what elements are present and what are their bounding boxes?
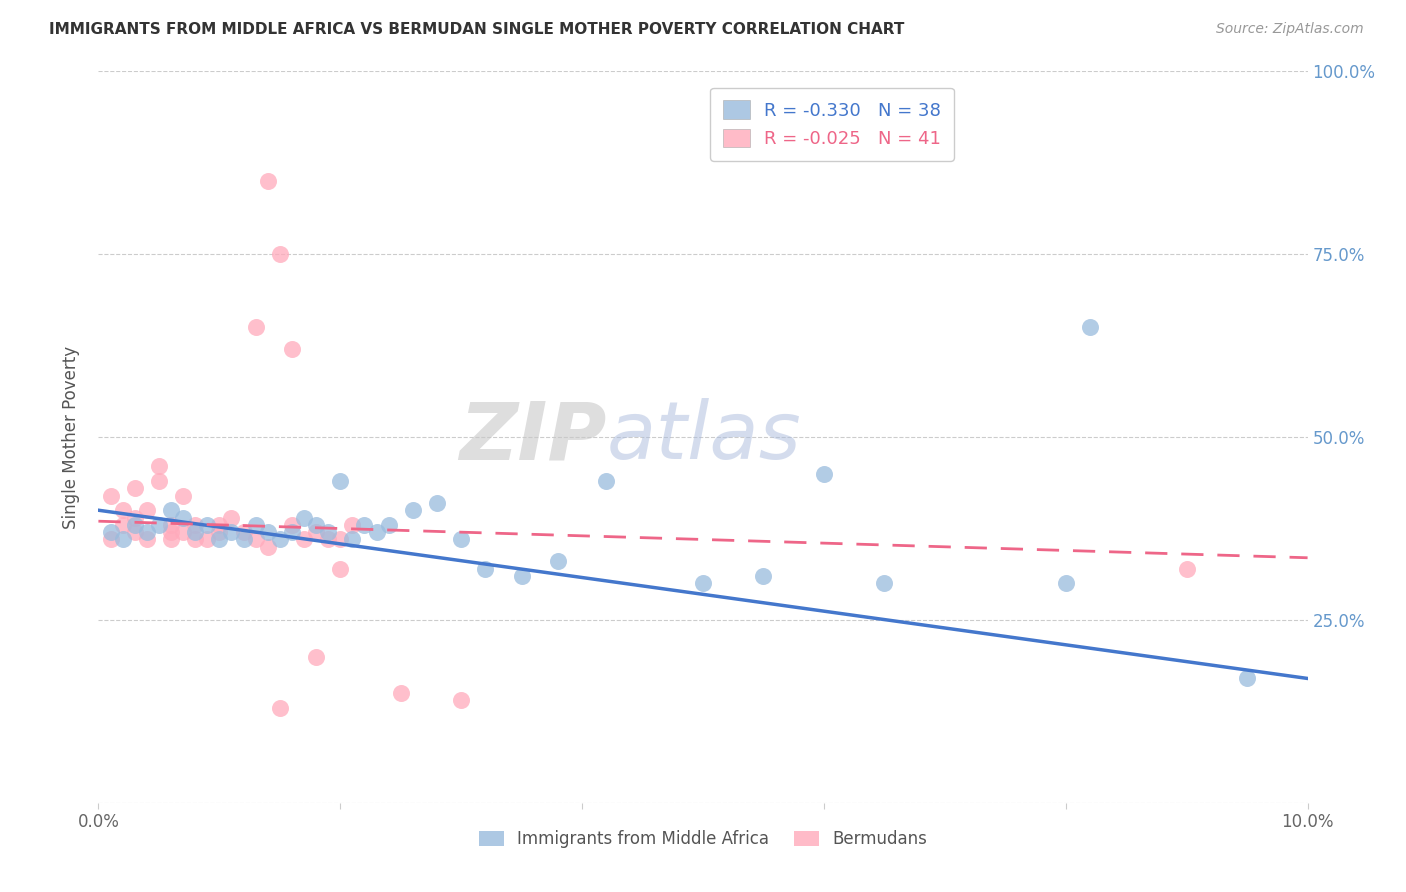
Point xyxy=(221,510,243,524)
Text: atlas: atlas xyxy=(606,398,801,476)
Point xyxy=(269,700,291,714)
Point xyxy=(316,533,339,547)
Point xyxy=(100,533,122,547)
Point xyxy=(402,503,425,517)
Point xyxy=(1078,320,1101,334)
Point xyxy=(245,533,267,547)
Point xyxy=(305,517,328,532)
Point xyxy=(692,576,714,591)
Point xyxy=(195,517,218,532)
Point xyxy=(208,517,231,532)
Point xyxy=(135,503,157,517)
Point xyxy=(172,510,194,524)
Point xyxy=(232,533,254,547)
Point xyxy=(269,247,291,261)
Point xyxy=(124,481,146,495)
Point xyxy=(160,525,183,540)
Point xyxy=(111,533,134,547)
Point xyxy=(1236,672,1258,686)
Point xyxy=(366,525,388,540)
Point xyxy=(305,525,328,540)
Point xyxy=(292,510,315,524)
Point xyxy=(292,533,315,547)
Point xyxy=(873,576,896,591)
Point xyxy=(269,533,291,547)
Point xyxy=(377,517,399,532)
Point xyxy=(1175,562,1198,576)
Point xyxy=(281,525,304,540)
Legend: Immigrants from Middle Africa, Bermudans: Immigrants from Middle Africa, Bermudans xyxy=(471,822,935,856)
Point xyxy=(148,474,170,488)
Point xyxy=(245,320,267,334)
Point xyxy=(342,533,364,547)
Point xyxy=(208,533,231,547)
Point xyxy=(160,503,183,517)
Point xyxy=(450,693,472,707)
Point xyxy=(184,533,207,547)
Point xyxy=(256,540,278,554)
Point xyxy=(1054,576,1077,591)
Point xyxy=(281,343,304,357)
Point xyxy=(329,562,352,576)
Point xyxy=(450,533,472,547)
Point xyxy=(256,174,278,188)
Point xyxy=(124,525,146,540)
Point xyxy=(752,569,775,583)
Point xyxy=(595,474,617,488)
Point xyxy=(329,533,352,547)
Text: ZIP: ZIP xyxy=(458,398,606,476)
Point xyxy=(124,517,146,532)
Point xyxy=(813,467,835,481)
Text: Source: ZipAtlas.com: Source: ZipAtlas.com xyxy=(1216,22,1364,37)
Point xyxy=(172,489,194,503)
Point xyxy=(111,503,134,517)
Point xyxy=(342,517,364,532)
Point xyxy=(329,474,352,488)
Point xyxy=(184,525,207,540)
Point xyxy=(281,517,304,532)
Text: IMMIGRANTS FROM MIDDLE AFRICA VS BERMUDAN SINGLE MOTHER POVERTY CORRELATION CHAR: IMMIGRANTS FROM MIDDLE AFRICA VS BERMUDA… xyxy=(49,22,904,37)
Point xyxy=(510,569,533,583)
Point xyxy=(256,525,278,540)
Point xyxy=(172,525,194,540)
Point xyxy=(389,686,412,700)
Point xyxy=(135,533,157,547)
Point xyxy=(305,649,328,664)
Point xyxy=(195,533,218,547)
Y-axis label: Single Mother Poverty: Single Mother Poverty xyxy=(62,345,80,529)
Point xyxy=(208,525,231,540)
Point xyxy=(148,459,170,474)
Point xyxy=(100,525,122,540)
Point xyxy=(148,517,170,532)
Point xyxy=(124,510,146,524)
Point xyxy=(474,562,496,576)
Point xyxy=(426,496,449,510)
Point xyxy=(221,525,243,540)
Point xyxy=(100,489,122,503)
Point xyxy=(184,517,207,532)
Point xyxy=(160,533,183,547)
Point xyxy=(316,525,339,540)
Point xyxy=(232,525,254,540)
Point xyxy=(160,517,183,532)
Point xyxy=(547,554,569,568)
Point xyxy=(135,525,157,540)
Point xyxy=(353,517,375,532)
Point xyxy=(245,517,267,532)
Point xyxy=(111,517,134,532)
